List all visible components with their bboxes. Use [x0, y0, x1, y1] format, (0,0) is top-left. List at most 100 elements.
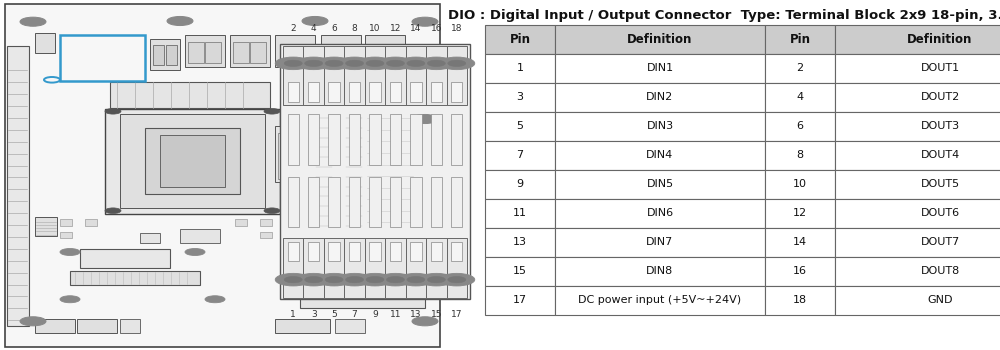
Text: 13: 13 [410, 310, 422, 319]
Circle shape [305, 60, 323, 66]
Circle shape [105, 108, 121, 114]
FancyBboxPatch shape [321, 35, 361, 66]
Circle shape [366, 276, 384, 283]
Circle shape [316, 57, 352, 70]
FancyBboxPatch shape [485, 257, 555, 286]
Text: DOUT2: DOUT2 [920, 92, 960, 102]
FancyBboxPatch shape [485, 286, 555, 315]
FancyBboxPatch shape [344, 238, 365, 298]
Text: 14: 14 [793, 237, 807, 247]
Text: 11: 11 [390, 310, 401, 319]
Text: DOUT8: DOUT8 [920, 266, 960, 277]
FancyBboxPatch shape [35, 33, 55, 52]
FancyBboxPatch shape [431, 83, 442, 102]
FancyBboxPatch shape [365, 238, 385, 298]
FancyBboxPatch shape [260, 219, 272, 226]
FancyBboxPatch shape [145, 128, 240, 194]
FancyBboxPatch shape [555, 25, 765, 54]
FancyBboxPatch shape [300, 285, 425, 308]
FancyBboxPatch shape [485, 54, 555, 83]
Text: 17: 17 [513, 295, 527, 306]
Text: DIN5: DIN5 [646, 179, 674, 189]
Circle shape [275, 273, 311, 286]
Text: 14: 14 [410, 24, 422, 33]
Text: 15: 15 [513, 266, 527, 277]
Circle shape [325, 60, 343, 66]
FancyBboxPatch shape [451, 83, 462, 102]
Circle shape [60, 296, 80, 303]
Text: 6: 6 [331, 24, 337, 33]
FancyBboxPatch shape [385, 46, 406, 105]
FancyBboxPatch shape [185, 35, 225, 66]
Text: 8: 8 [796, 150, 804, 160]
Text: 16: 16 [793, 266, 807, 277]
Text: Definition: Definition [627, 33, 693, 46]
Circle shape [427, 60, 445, 66]
FancyBboxPatch shape [315, 98, 333, 231]
FancyBboxPatch shape [35, 217, 57, 236]
Circle shape [398, 273, 434, 286]
FancyBboxPatch shape [555, 54, 765, 83]
Circle shape [418, 57, 454, 70]
Text: 10: 10 [793, 179, 807, 189]
FancyBboxPatch shape [835, 25, 1000, 54]
Text: 7: 7 [516, 150, 524, 160]
FancyBboxPatch shape [335, 319, 365, 332]
FancyBboxPatch shape [328, 177, 340, 228]
Circle shape [296, 273, 332, 286]
Circle shape [366, 60, 384, 66]
Circle shape [20, 17, 46, 26]
FancyBboxPatch shape [369, 114, 381, 165]
Text: DOUT3: DOUT3 [920, 121, 960, 131]
FancyBboxPatch shape [765, 83, 835, 112]
Circle shape [275, 57, 311, 70]
FancyBboxPatch shape [835, 141, 1000, 170]
FancyBboxPatch shape [365, 35, 405, 66]
FancyBboxPatch shape [485, 83, 555, 112]
FancyBboxPatch shape [406, 238, 426, 298]
Circle shape [418, 273, 454, 286]
Text: DOUT5: DOUT5 [920, 179, 960, 189]
FancyBboxPatch shape [765, 170, 835, 199]
FancyBboxPatch shape [308, 177, 319, 228]
Circle shape [346, 276, 364, 283]
FancyBboxPatch shape [308, 241, 319, 260]
Text: DIN3: DIN3 [646, 121, 674, 131]
FancyBboxPatch shape [120, 114, 265, 208]
FancyBboxPatch shape [260, 232, 272, 238]
Circle shape [346, 60, 364, 66]
FancyBboxPatch shape [447, 46, 467, 105]
Text: 2: 2 [796, 63, 804, 73]
FancyBboxPatch shape [303, 46, 324, 105]
FancyBboxPatch shape [410, 114, 422, 165]
FancyBboxPatch shape [555, 83, 765, 112]
FancyBboxPatch shape [765, 286, 835, 315]
FancyBboxPatch shape [105, 108, 280, 214]
Text: 9: 9 [372, 310, 378, 319]
Circle shape [412, 114, 438, 124]
FancyBboxPatch shape [555, 170, 765, 199]
FancyBboxPatch shape [485, 141, 555, 170]
FancyBboxPatch shape [431, 177, 442, 228]
Circle shape [419, 20, 431, 24]
Text: DIO : Digital Input / Output Connector  Type: Terminal Block 2x9 18-pin, 3.5mm p: DIO : Digital Input / Output Connector T… [448, 9, 1000, 22]
Text: DIN8: DIN8 [646, 266, 674, 277]
FancyBboxPatch shape [835, 112, 1000, 141]
Circle shape [377, 57, 413, 70]
Circle shape [377, 273, 413, 286]
FancyBboxPatch shape [431, 241, 442, 260]
FancyBboxPatch shape [369, 177, 381, 228]
FancyBboxPatch shape [410, 241, 422, 260]
FancyBboxPatch shape [230, 35, 270, 66]
Text: DOUT6: DOUT6 [920, 208, 960, 218]
Text: 12: 12 [793, 208, 807, 218]
FancyBboxPatch shape [288, 177, 299, 228]
Circle shape [427, 276, 445, 283]
FancyBboxPatch shape [555, 286, 765, 315]
Circle shape [412, 317, 438, 326]
FancyBboxPatch shape [835, 83, 1000, 112]
Circle shape [60, 248, 80, 256]
FancyBboxPatch shape [344, 46, 365, 105]
Circle shape [316, 273, 352, 286]
FancyBboxPatch shape [60, 219, 72, 226]
